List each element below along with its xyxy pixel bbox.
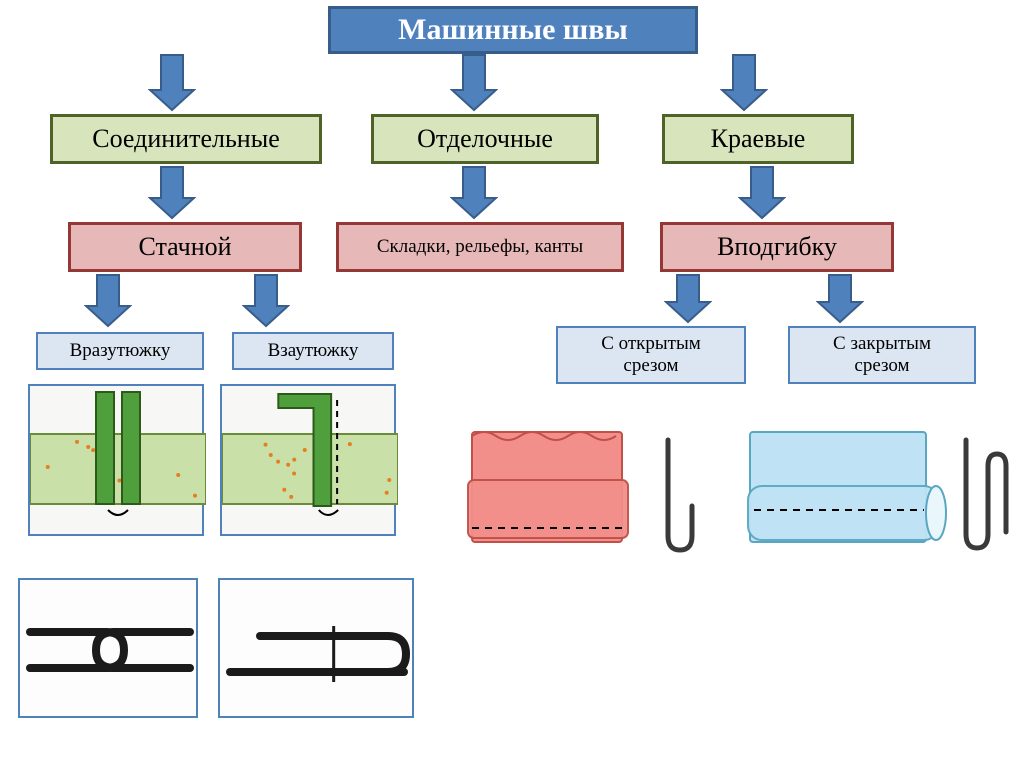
sub3-label: Вподгибку xyxy=(717,232,837,262)
arrow-down-icon xyxy=(738,166,786,220)
arrow-down-icon xyxy=(720,54,768,112)
cat3-label: Краевые xyxy=(711,124,806,154)
leaf3-label: С открытым срезом xyxy=(601,333,701,377)
leaf-box-3: С открытым срезом xyxy=(556,326,746,384)
subtype-box-1: Стачной xyxy=(68,222,302,272)
title-box: Машинные швы xyxy=(328,6,698,54)
arrow-down-icon xyxy=(148,166,196,220)
leaf4-label: С закрытым срезом xyxy=(833,333,931,377)
leaf-box-1: Вразутюжку xyxy=(36,332,204,370)
illustration-hem-open xyxy=(456,416,730,566)
category-box-3: Краевые xyxy=(662,114,854,164)
illustration-symbol-2 xyxy=(218,578,414,718)
arrow-down-icon xyxy=(242,274,290,328)
leaf-box-2: Взаутюжку xyxy=(232,332,394,370)
illustration-hem-closed xyxy=(740,416,1014,566)
category-box-1: Соединительные xyxy=(50,114,322,164)
arrow-down-icon xyxy=(664,274,712,324)
title-label: Машинные швы xyxy=(398,13,628,48)
arrow-down-icon xyxy=(450,54,498,112)
cat2-label: Отделочные xyxy=(417,124,553,154)
arrow-down-icon xyxy=(148,54,196,112)
illustration-seam-closed xyxy=(220,384,396,536)
illustration-symbol-1 xyxy=(18,578,198,718)
arrow-down-icon xyxy=(816,274,864,324)
arrow-down-icon xyxy=(450,166,498,220)
sub2-label: Складки, рельефы, канты xyxy=(377,236,583,258)
leaf-box-4: С закрытым срезом xyxy=(788,326,976,384)
subtype-box-3: Вподгибку xyxy=(660,222,894,272)
cat1-label: Соединительные xyxy=(92,124,279,154)
illustration-seam-open xyxy=(28,384,204,536)
subtype-box-2: Складки, рельефы, канты xyxy=(336,222,624,272)
category-box-2: Отделочные xyxy=(371,114,599,164)
sub1-label: Стачной xyxy=(138,232,231,262)
leaf1-label: Вразутюжку xyxy=(70,340,171,362)
leaf2-label: Взаутюжку xyxy=(268,340,359,362)
arrow-down-icon xyxy=(84,274,132,328)
